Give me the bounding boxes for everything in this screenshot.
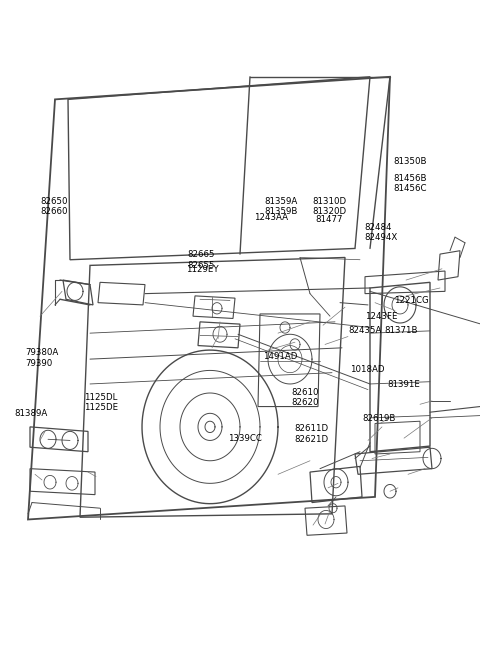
Text: 1339CC: 1339CC (228, 434, 263, 443)
Text: 81391E: 81391E (388, 380, 420, 389)
Text: 82611D
82621D: 82611D 82621D (295, 424, 329, 444)
Text: 82435A: 82435A (348, 326, 382, 335)
Text: 1018AD: 1018AD (350, 365, 385, 375)
Text: 81350B: 81350B (394, 157, 427, 166)
Text: 81477: 81477 (316, 215, 343, 224)
Text: 81389A: 81389A (14, 409, 48, 419)
Text: 81310D
81320D: 81310D 81320D (312, 196, 346, 216)
Text: 81359A
81359B: 81359A 81359B (264, 196, 298, 216)
Text: 1243AA: 1243AA (254, 213, 288, 222)
Text: 1125DL
1125DE: 1125DL 1125DE (84, 393, 118, 413)
Text: 1221CG: 1221CG (394, 296, 428, 305)
Text: 81456B
81456C: 81456B 81456C (394, 174, 427, 193)
Text: 1491AD: 1491AD (263, 352, 298, 361)
Text: 82484
82494X: 82484 82494X (365, 223, 398, 242)
Text: 1243FE: 1243FE (365, 312, 397, 321)
Text: 82665
82655: 82665 82655 (187, 250, 215, 270)
Text: 1129EY: 1129EY (186, 265, 218, 274)
Text: 82610
82620: 82610 82620 (292, 388, 319, 407)
Text: 81371B: 81371B (384, 326, 418, 335)
Text: 79380A
79390: 79380A 79390 (25, 348, 58, 368)
Text: 82619B: 82619B (362, 414, 396, 423)
Text: 82650
82660: 82650 82660 (41, 196, 68, 216)
